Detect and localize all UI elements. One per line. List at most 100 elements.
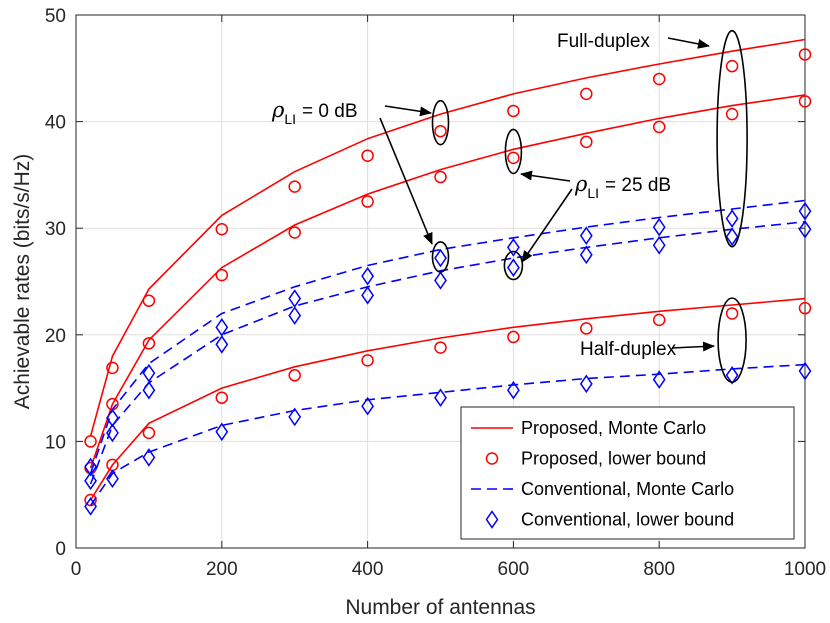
data-point-diamond [652, 235, 666, 255]
data-point-circle [507, 151, 520, 165]
data-point-diamond [142, 380, 156, 400]
series-line [89, 94, 806, 469]
data-point-circle [485, 452, 499, 465]
data-point-diamond [361, 286, 375, 305]
arrow-rho25-top [520, 170, 571, 182]
arrow-half-duplex [671, 341, 715, 352]
x-tick-label: 400 [352, 559, 384, 580]
data-point-circle [84, 493, 97, 507]
y-tick-label: 40 [45, 113, 66, 134]
rho-li-0-value: = 0 dB [302, 101, 357, 122]
rho-subscript: LI [284, 111, 296, 127]
rho-li-25-value: = 25 dB [605, 175, 671, 196]
plot-frame [75, 14, 806, 549]
arrow-rho0-top [384, 105, 432, 117]
x-tick-label: 200 [206, 559, 238, 580]
data-point-circle [652, 72, 666, 86]
full-duplex-label: Full-duplex [557, 31, 650, 52]
ellipse-rho25-proposed [504, 128, 523, 175]
data-point-circle [361, 354, 374, 367]
data-point-circle [215, 391, 229, 404]
data-point-circle [106, 361, 119, 375]
legend-box [460, 406, 795, 540]
data-point-diamond [725, 227, 739, 247]
ellipse-rho25-conventional [503, 250, 524, 281]
rho-li-0-label: ρLI = 0 dB [271, 98, 358, 127]
legend: Proposed, Monte Carlo Proposed, lower bou… [460, 406, 795, 540]
data-point-diamond [579, 226, 593, 245]
data-point-diamond [579, 374, 593, 394]
data-point-circle [798, 95, 812, 108]
ellipse-rho0-proposed [431, 99, 450, 146]
data-point-diamond [725, 365, 739, 385]
data-point-circle [798, 301, 812, 315]
legend-label: Proposed, Monte Carlo [521, 418, 706, 438]
axes: 0 200 400 600 800 1000 0 10 20 30 40 50 Number of an… [11, 6, 826, 619]
data-point-circle [142, 294, 156, 307]
data-point-diamond [361, 396, 375, 416]
rho-subscript: LI [587, 185, 599, 201]
data-point-circle [580, 322, 593, 335]
data-point-diamond [288, 306, 302, 325]
data-point-diamond [485, 510, 499, 529]
data-point-diamond [579, 245, 593, 265]
data-point-diamond [652, 217, 666, 237]
data-point-circle [288, 180, 301, 193]
data-point-diamond [798, 201, 812, 221]
x-tick-label: 1000 [784, 559, 826, 580]
arrow-full-duplex [667, 37, 710, 49]
data-point-circle [361, 149, 374, 162]
data-point-circle [288, 226, 301, 239]
data-point-diamond [288, 407, 302, 427]
y-tick-label: 30 [45, 219, 66, 240]
data-point-circle [725, 59, 739, 73]
data-point-circle [142, 337, 156, 350]
data-point-circle [580, 87, 593, 101]
data-point-diamond [84, 497, 97, 516]
arrow-rho25-bottom [521, 188, 573, 263]
data-point-circle [507, 330, 520, 344]
data-point-circle [652, 313, 666, 327]
data-point-circle [725, 107, 739, 121]
data-point-circle [434, 341, 447, 354]
data-point-diamond [434, 388, 447, 408]
data-point-diamond [506, 258, 520, 277]
data-point-diamond [215, 422, 229, 442]
data-point-circle [798, 48, 812, 61]
x-tick-label: 0 [71, 559, 82, 580]
series-layer [84, 38, 812, 516]
data-point-circle [725, 307, 739, 320]
data-point-diamond [506, 380, 520, 400]
series-line [89, 199, 806, 474]
data-point-circle [361, 195, 374, 208]
data-point-circle [434, 170, 447, 184]
ellipse-rho0-conventional [431, 241, 450, 273]
y-tick-label: 10 [45, 432, 66, 453]
y-tick-label: 20 [45, 326, 66, 347]
legend-label: Proposed, lower bound [521, 449, 706, 469]
legend-label: Conventional, lower bound [521, 510, 734, 530]
grid [75, 14, 806, 549]
x-tick-label: 800 [643, 559, 675, 580]
series-line [89, 297, 806, 501]
data-point-diamond [798, 219, 812, 239]
data-point-diamond [434, 271, 447, 290]
data-point-diamond [84, 471, 97, 491]
data-point-circle [215, 223, 229, 236]
x-axis-label: Number of antennas [345, 596, 535, 619]
annotations: Full-duplex Half-duplex ρLI = 0 dB ρLI = 2… [271, 29, 748, 383]
data-point-circle [84, 435, 97, 448]
x-tick-label: 600 [498, 559, 530, 580]
data-point-diamond [106, 423, 119, 443]
data-point-circle [215, 268, 229, 282]
data-point-circle [580, 135, 593, 149]
data-point-circle [652, 120, 666, 134]
data-point-diamond [215, 335, 229, 354]
data-point-diamond [361, 266, 375, 286]
rho-li-25-label: ρLI = 25 dB [574, 172, 671, 201]
data-point-diamond [142, 448, 156, 467]
data-point-circle [288, 369, 301, 382]
y-tick-label: 0 [55, 539, 66, 560]
data-point-circle [434, 124, 447, 138]
